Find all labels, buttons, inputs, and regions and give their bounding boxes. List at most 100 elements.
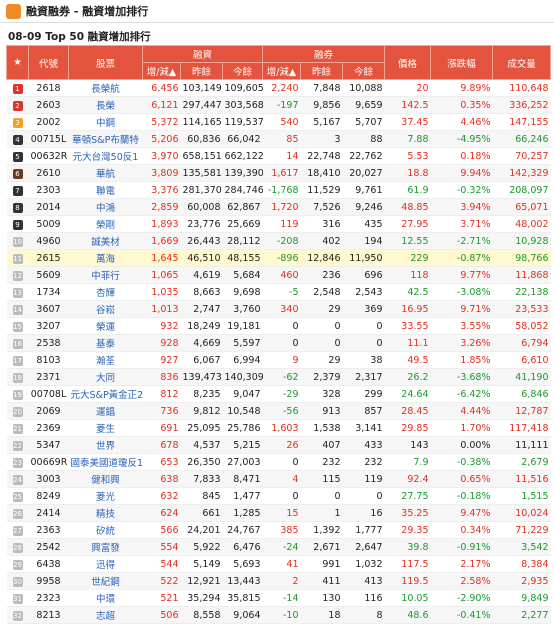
cell: 中菲行 — [68, 266, 143, 284]
cell: -29 — [262, 385, 301, 403]
cell-text: 544 — [160, 558, 179, 570]
cell: 33.55 — [384, 317, 431, 335]
cell: 聯電 — [68, 181, 143, 199]
cell: 554 — [142, 538, 181, 556]
cell-text: 1,720 — [271, 201, 299, 213]
cell: 26,443 — [180, 232, 223, 250]
cell-text: 60,008 — [187, 201, 221, 213]
cell: -0.87% — [430, 249, 493, 267]
cell: -0.41% — [430, 606, 493, 624]
cell: 5,215 — [222, 436, 263, 454]
cell: 谷崧 — [68, 300, 143, 318]
cell-text: 0 — [376, 337, 383, 349]
table-row: 30 9958 世紀鋼 522 12,921 13,443 2 411 413 119.5 2.58… — [6, 572, 551, 590]
cell: 6,121 — [142, 96, 181, 114]
cell-text: 42.5 — [407, 286, 429, 298]
cell-text: 66,246 — [515, 133, 549, 145]
cell-text: 0.00% — [460, 439, 491, 451]
cell-text: 135,581 — [182, 167, 222, 179]
cell: 3.26% — [430, 334, 493, 352]
cell: -62 — [262, 368, 301, 386]
cell: -3.08% — [430, 283, 493, 301]
cell: 24,767 — [222, 521, 263, 539]
cell: 2323 — [28, 589, 69, 607]
cell: 基泰 — [68, 334, 143, 352]
cell-text: 9,246 — [355, 201, 383, 213]
cell-text: 402 — [322, 235, 341, 247]
cell: 624 — [142, 504, 181, 522]
cell-text: 18,410 — [307, 167, 341, 179]
cell: 385 — [262, 521, 301, 539]
cell-text: 4,669 — [193, 337, 221, 349]
cell: 142.5 — [384, 96, 431, 114]
cell: 119.5 — [384, 572, 431, 590]
cell-text: -62 — [282, 371, 299, 383]
cell-text: 638 — [160, 473, 179, 485]
cell-text: 2,647 — [355, 541, 383, 553]
cell: 1,477 — [222, 487, 263, 505]
cell: 109,605 — [222, 79, 263, 97]
cell: 2,240 — [262, 79, 301, 97]
cell-text: 2603 — [36, 99, 61, 111]
sub-column-header: 今餘 — [222, 62, 263, 80]
cell: 5,167 — [300, 113, 343, 131]
cell: 27,003 — [222, 453, 263, 471]
column-header: 價格 — [384, 45, 431, 80]
column-header: ★ — [6, 45, 29, 80]
cell: 3,376 — [142, 181, 181, 199]
cell: 1,893 — [142, 215, 181, 233]
cell-text: 736 — [160, 405, 179, 417]
cell-text: -2.71% — [456, 235, 491, 247]
cell: 榮剛 — [68, 215, 143, 233]
cell: 2610 — [28, 164, 69, 182]
cell-text: 2618 — [36, 82, 61, 94]
cell-text: 5,693 — [233, 558, 261, 570]
cell: -0.32% — [430, 181, 493, 199]
cell-text: 61.9 — [407, 184, 429, 196]
cell-text: 9,064 — [233, 609, 261, 621]
stock-name: 榮運 — [95, 322, 115, 333]
cell: 5,922 — [180, 538, 223, 556]
cell: 30 — [6, 572, 29, 590]
rank-badge: 17 — [12, 355, 23, 366]
cell: 9.77% — [430, 266, 493, 284]
stock-name: 元大S&P黃金正2 — [70, 390, 143, 401]
cell-text: 653 — [160, 456, 179, 468]
cell-text: 5609 — [36, 269, 61, 281]
cell-text: -14 — [282, 592, 299, 604]
cell: 23,533 — [492, 300, 551, 318]
cell-text: 24,201 — [187, 524, 221, 536]
cell: -0.38% — [430, 453, 493, 471]
cell-text: 1,032 — [355, 558, 383, 570]
cell-text: 4.44% — [460, 405, 491, 417]
cell: 139,390 — [222, 164, 263, 182]
cell-text: 4,619 — [193, 269, 221, 281]
cell: 2,935 — [492, 572, 551, 590]
cell: 25 — [6, 487, 29, 505]
cell: 1734 — [28, 283, 69, 301]
cell: 2615 — [28, 249, 69, 267]
cell-text: 2610 — [36, 167, 61, 179]
table-row: 26 2414 精技 624 661 1,285 15 1 16 35.25 9.47% 10,024 — [6, 504, 551, 522]
rank-badge: 16 — [12, 338, 23, 349]
cell: 5.53 — [384, 147, 431, 165]
cell: 29 — [6, 555, 29, 573]
cell-text: 9958 — [36, 575, 61, 587]
cell: 29 — [300, 300, 343, 318]
cell-text: 913 — [322, 405, 341, 417]
cell-text: 229 — [410, 252, 429, 264]
cell: 6,846 — [492, 385, 551, 403]
cell: 5,693 — [222, 555, 263, 573]
cell-text: 460 — [280, 269, 299, 281]
stock-name: 興富發 — [91, 543, 120, 554]
cell-text: 297,447 — [182, 99, 222, 111]
cell-text: 5,922 — [193, 541, 221, 553]
cell-text: 9 — [292, 354, 299, 366]
stock-name: 誠美材 — [91, 237, 120, 248]
cell: 2.58% — [430, 572, 493, 590]
table-row: 16 2538 基泰 928 4,669 5,597 0 0 0 11.1 3.26% 6,794 — [6, 334, 551, 352]
cell: 24,201 — [180, 521, 223, 539]
table-row: 18 2371 大同 836 139,473 140,309 -62 2,379 2,317 26… — [6, 368, 551, 386]
stock-name: 長榮 — [95, 101, 115, 112]
cell-text: 35,294 — [187, 592, 221, 604]
